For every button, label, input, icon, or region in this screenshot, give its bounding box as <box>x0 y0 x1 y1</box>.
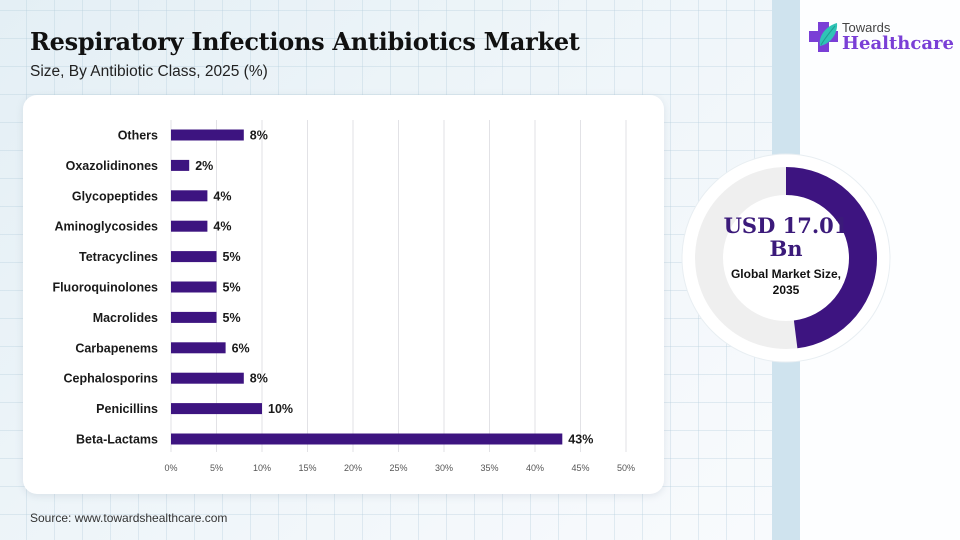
category-label: Others <box>118 129 158 143</box>
category-label: Carbapenems <box>75 341 158 355</box>
medical-cross-leaf-icon <box>809 22 838 52</box>
category-label: Cephalosporins <box>64 372 159 386</box>
bar <box>171 190 208 202</box>
bar <box>171 129 244 141</box>
x-tick-label: 20% <box>344 463 362 473</box>
towards-healthcare-logo[interactable]: Towards Healthcare <box>808 18 954 58</box>
category-label: Macrolides <box>93 311 158 325</box>
category-label: Aminoglycosides <box>55 220 159 234</box>
data-label: 6% <box>232 341 250 355</box>
x-tick-label: 40% <box>526 463 544 473</box>
data-label: 4% <box>213 220 231 234</box>
category-label: Fluoroquinolones <box>52 281 158 295</box>
data-label: 8% <box>250 372 268 386</box>
market-size-value: USD 17.01 <box>723 213 849 238</box>
bar <box>171 251 217 263</box>
donut-progress-arc <box>785 167 877 349</box>
category-label: Oxazolidinones <box>66 159 158 173</box>
category-label: Tetracyclines <box>79 250 158 264</box>
x-tick-label: 10% <box>253 463 271 473</box>
x-tick-label: 30% <box>435 463 453 473</box>
chart-card <box>23 95 664 494</box>
data-label: 5% <box>223 311 241 325</box>
logo-text-healthcare: Healthcare <box>842 33 954 54</box>
bar <box>171 311 217 323</box>
x-tick-label: 45% <box>571 463 589 473</box>
x-tick-label: 5% <box>210 463 223 473</box>
x-tick-label: 25% <box>389 463 407 473</box>
bar <box>171 281 217 293</box>
data-label: 43% <box>568 433 593 447</box>
category-label: Beta-Lactams <box>76 433 158 447</box>
bar <box>171 220 208 232</box>
bar <box>171 433 563 445</box>
logo-text-towards: Towards <box>842 20 891 35</box>
data-label: 4% <box>213 189 231 203</box>
chart-title: Respiratory Infections Antibiotics Marke… <box>30 27 580 56</box>
market-size-label: Global Market Size, <box>730 267 842 281</box>
x-tick-label: 35% <box>480 463 498 473</box>
x-tick-label: 50% <box>617 463 635 473</box>
data-label: 5% <box>223 281 241 295</box>
bar <box>171 342 226 354</box>
bar <box>171 159 190 171</box>
bar <box>171 403 262 415</box>
x-tick-label: 15% <box>298 463 316 473</box>
chart-subtitle: Size, By Antibiotic Class, 2025 (%) <box>30 63 268 80</box>
data-label: 2% <box>195 159 213 173</box>
category-label: Penicillins <box>96 402 158 416</box>
bar <box>171 372 244 384</box>
market-size-year: 2035 <box>772 283 800 297</box>
data-label: 10% <box>268 402 293 416</box>
donut-ring <box>681 153 891 363</box>
market-size-donut: USD 17.01 Bn Global Market Size, 2035 <box>680 152 892 364</box>
market-size-unit: Bn <box>769 236 803 261</box>
data-label: 8% <box>250 129 268 143</box>
category-label: Glycopeptides <box>72 189 158 203</box>
source-note: Source: www.towardshealthcare.com <box>30 511 228 525</box>
x-tick-label: 0% <box>164 463 177 473</box>
data-label: 5% <box>223 250 241 264</box>
